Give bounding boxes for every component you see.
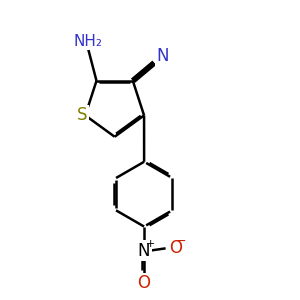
Text: NH₂: NH₂	[73, 34, 102, 49]
Text: O: O	[169, 239, 182, 257]
Text: S: S	[77, 106, 88, 124]
Text: N: N	[157, 46, 169, 64]
Text: N: N	[138, 242, 150, 260]
Text: −: −	[176, 236, 187, 248]
Text: +: +	[146, 239, 155, 249]
Text: O: O	[138, 274, 151, 292]
